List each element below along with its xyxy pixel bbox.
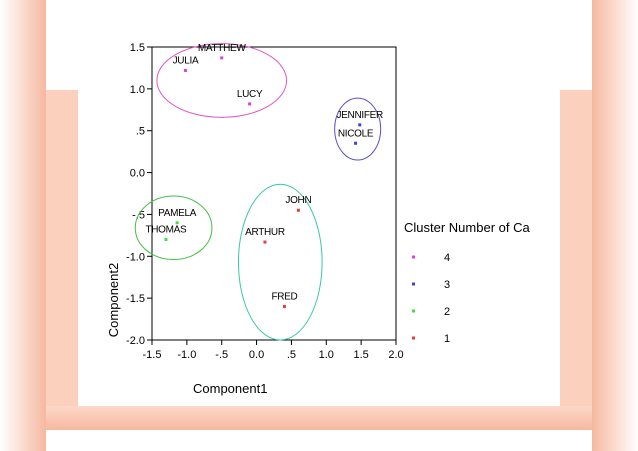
data-label: JENNIFER: [336, 110, 383, 121]
data-label: JULIA: [173, 55, 199, 66]
data-label: JOHN: [285, 195, 311, 206]
y-tick-label: 1.5: [130, 42, 145, 54]
legend-entry-label: 3: [444, 279, 450, 291]
y-axis-label: Component2: [106, 263, 121, 337]
y-tick-label: 0.0: [130, 168, 145, 180]
data-label: ARTHUR: [245, 227, 285, 238]
legend-title: Cluster Number of Ca: [404, 220, 530, 235]
data-label: FRED: [271, 292, 297, 303]
x-tick-label: 1.5: [353, 349, 368, 361]
data-point: [282, 305, 286, 309]
legend-entry-label: 2: [444, 306, 450, 318]
data-point: [220, 56, 224, 60]
data-point: [183, 68, 187, 72]
x-axis-label: Component1: [193, 381, 267, 396]
legend-marker: [412, 336, 415, 340]
data-point: [263, 240, 267, 244]
data-point: [354, 141, 358, 145]
x-tick-label: -1.5: [143, 349, 162, 361]
legend-entry-label: 4: [444, 252, 450, 264]
y-tick-label: .5: [136, 126, 145, 138]
data-label: PAMELA: [158, 208, 197, 219]
x-tick-label: 1.0: [319, 349, 334, 361]
x-tick-label: -1.0: [177, 349, 196, 361]
data-label: MATTHEW: [198, 43, 247, 54]
data-point: [175, 221, 179, 225]
x-tick-label: .5: [287, 349, 296, 361]
legend-marker: [412, 282, 415, 286]
plot-frame: [151, 46, 397, 341]
data-point: [358, 123, 362, 127]
y-tick-label: -1.0: [126, 251, 145, 263]
x-tick-label: 2.0: [388, 349, 403, 361]
y-tick-label: -2.0: [126, 335, 145, 347]
data-point: [248, 102, 252, 106]
legend-marker: [412, 309, 415, 313]
data-label: THOMAS: [145, 225, 187, 236]
data-point: [296, 208, 300, 212]
cluster-4-outline: [156, 43, 288, 118]
x-tick-label: -.5: [215, 349, 228, 361]
y-tick-label: -1.5: [126, 293, 145, 305]
y-tick-label: 1.0: [130, 84, 145, 96]
cluster-3-outline: [334, 97, 382, 161]
data-label: LUCY: [237, 89, 263, 100]
cluster-1-outline: [237, 183, 323, 341]
cluster-2-outline: [134, 195, 213, 261]
data-point: [164, 238, 168, 242]
legend-entry-label: 1: [444, 333, 450, 345]
data-label: NICOLE: [338, 128, 374, 139]
legend-marker: [412, 255, 415, 259]
x-tick-label: 0.0: [249, 349, 264, 361]
